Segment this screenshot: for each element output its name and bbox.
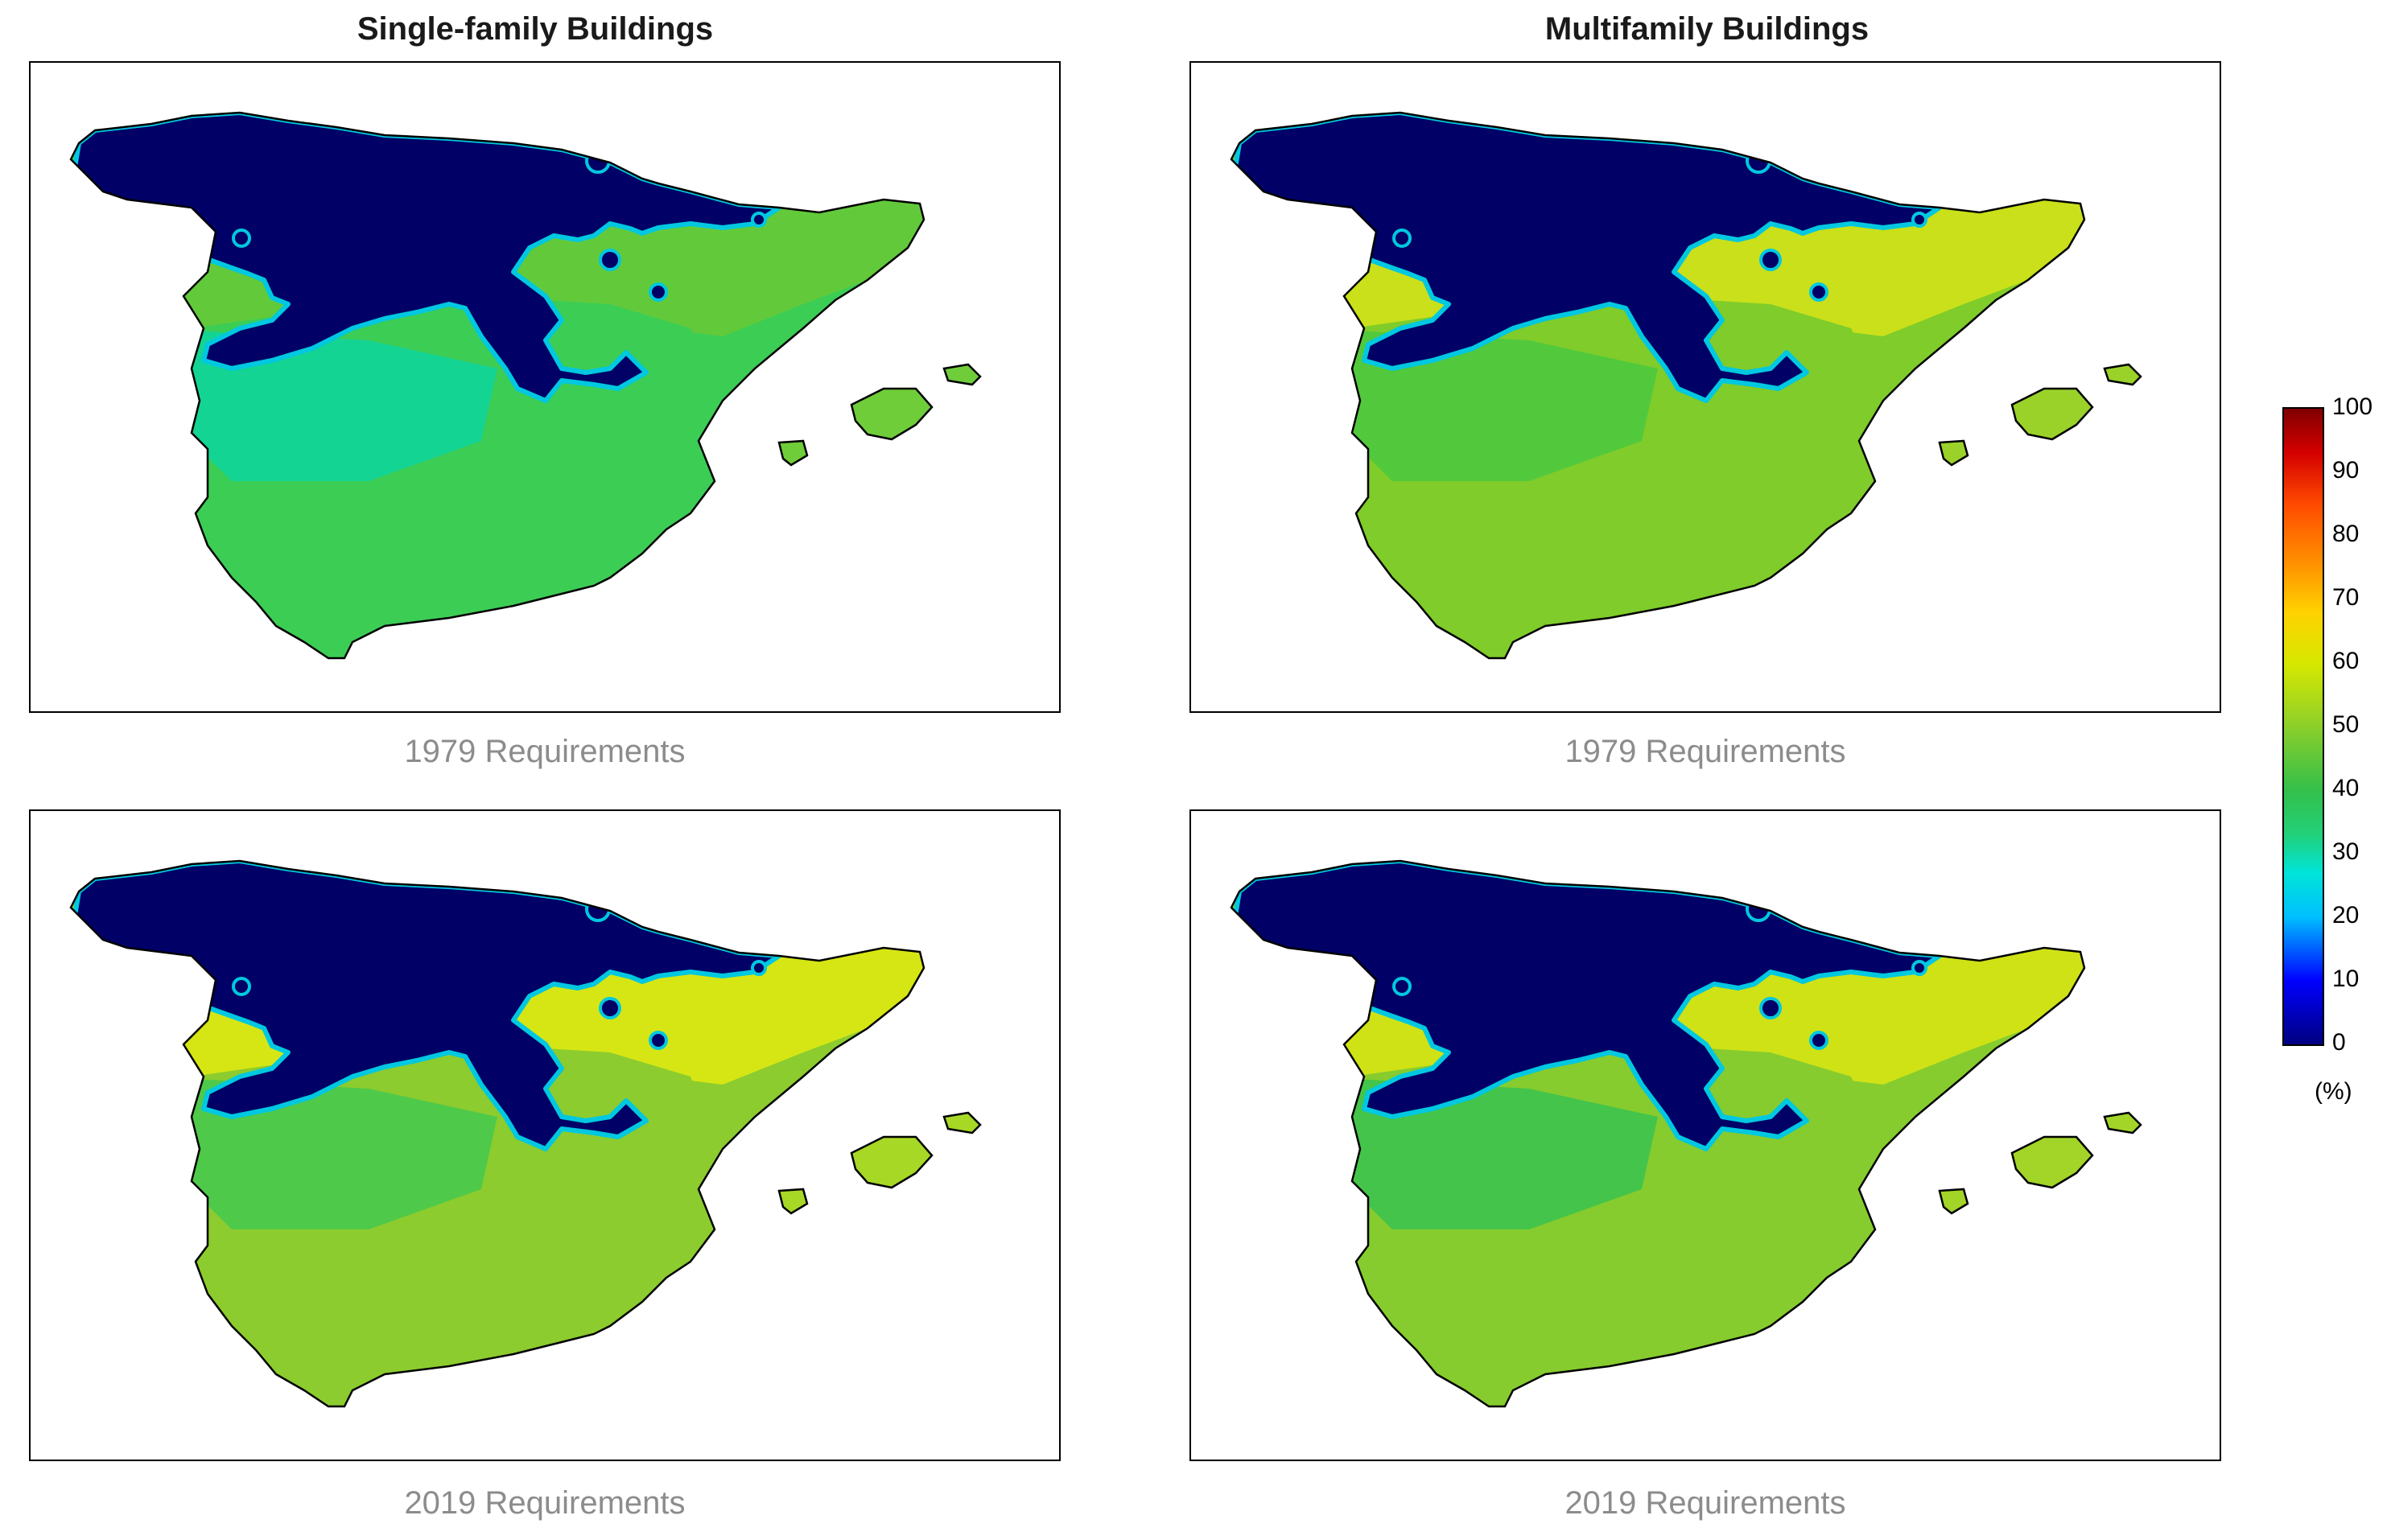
- cold-zone-spot: [1759, 249, 1782, 271]
- colorbar-tick: 30: [2332, 838, 2360, 865]
- island: [942, 363, 982, 386]
- coastline: [69, 111, 925, 660]
- cold-zone-spot: [1809, 1031, 1828, 1050]
- cold-zone-spot: [751, 960, 767, 976]
- cold-zone-spot: [1392, 977, 1412, 996]
- colorbar-tick: 10: [2332, 966, 2360, 992]
- island: [1938, 1188, 1969, 1215]
- coastline: [1230, 111, 2086, 660]
- cold-zone-spot: [1328, 220, 1347, 240]
- island: [850, 1135, 934, 1189]
- island: [1938, 439, 1969, 467]
- map-panel-multi-2019: [1189, 809, 2221, 1461]
- colorbar: [2282, 407, 2324, 1046]
- cold-zone-spot: [167, 969, 187, 988]
- colorbar-tick: 100: [2332, 393, 2373, 420]
- cold-zone-spot: [599, 997, 621, 1019]
- colorbar-tick: 90: [2332, 457, 2360, 484]
- colorbar-tick: 70: [2332, 584, 2360, 611]
- coastline: [1230, 859, 2086, 1408]
- colorbar-tick: 50: [2332, 711, 2360, 738]
- colorbar-tick: 60: [2332, 648, 2360, 674]
- island: [850, 387, 934, 441]
- column-title-multifamily: Multifamily Buildings: [1544, 11, 1870, 47]
- colorbar-tick: 80: [2332, 521, 2360, 547]
- panel-caption: 2019 Requirements: [1564, 1485, 1846, 1521]
- cold-zone-spot: [232, 229, 251, 248]
- cold-zone-spot: [649, 1031, 668, 1050]
- cold-zone-spot: [1759, 997, 1782, 1019]
- cold-zone-spot: [1328, 969, 1347, 988]
- coastline: [69, 859, 925, 1408]
- island: [2010, 1135, 2094, 1189]
- island: [2103, 363, 2142, 386]
- panel-caption: 1979 Requirements: [1564, 734, 1846, 769]
- map-panel-multi-1979: [1189, 61, 2221, 713]
- colorbar-tick: 0: [2332, 1029, 2346, 1056]
- panel-caption: 1979 Requirements: [404, 734, 686, 769]
- island: [2010, 387, 2094, 441]
- column-title-single-family: Single-family Buildings: [357, 11, 714, 47]
- cold-zone-spot: [1392, 229, 1412, 248]
- cold-zone-spot: [1911, 960, 1927, 976]
- cold-zone-spot: [167, 220, 187, 240]
- island: [942, 1111, 982, 1134]
- island: [777, 439, 809, 467]
- cold-zone-spot: [649, 282, 668, 302]
- cold-zone-spot: [1809, 282, 1828, 302]
- colorbar-tick: 40: [2332, 775, 2360, 801]
- map-panel-single-2019: [29, 809, 1061, 1461]
- cold-zone-spot: [751, 212, 767, 228]
- map-panel-single-1979: [29, 61, 1061, 713]
- panel-caption: 2019 Requirements: [404, 1485, 686, 1521]
- cold-zone-spot: [599, 249, 621, 271]
- colorbar-unit: (%): [2315, 1078, 2352, 1105]
- island: [2103, 1111, 2142, 1134]
- island: [777, 1188, 809, 1215]
- colorbar-tick: 20: [2332, 902, 2360, 929]
- cold-zone-spot: [232, 977, 251, 996]
- cold-zone-spot: [1911, 212, 1927, 228]
